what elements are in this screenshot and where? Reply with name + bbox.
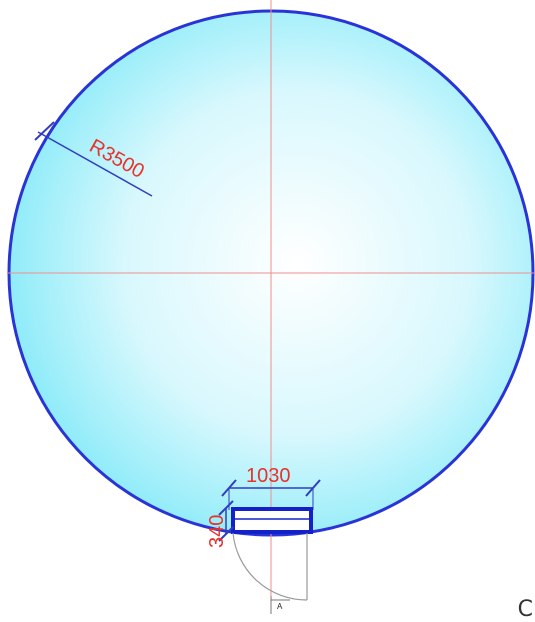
radius-leader-tick (34, 121, 55, 141)
door-depth-label: 340 (206, 515, 228, 548)
door-width-label: 1030 (246, 465, 291, 487)
radius-leader-line (37, 131, 153, 197)
door-frame (231, 507, 313, 534)
door-depth-tick-bottom (218, 526, 234, 542)
door-depth-tick-top (218, 500, 234, 516)
corner-glyph: C (517, 597, 533, 622)
door-swing-arc (232, 532, 308, 601)
section-marker-label: A (277, 602, 283, 611)
